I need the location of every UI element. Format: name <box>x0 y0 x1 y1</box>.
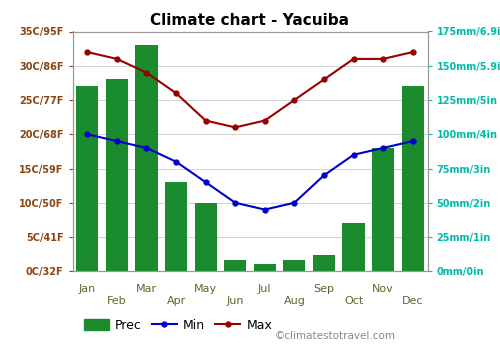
Bar <box>165 182 187 271</box>
Bar <box>136 45 158 271</box>
Text: Jan: Jan <box>78 285 96 294</box>
Bar <box>254 264 276 271</box>
Text: Nov: Nov <box>372 285 394 294</box>
Text: Apr: Apr <box>166 296 186 306</box>
Bar <box>106 79 128 271</box>
Legend: Prec, Min, Max: Prec, Min, Max <box>79 314 278 337</box>
Text: Sep: Sep <box>314 285 334 294</box>
Bar <box>194 203 216 271</box>
Bar <box>342 223 364 271</box>
Text: Feb: Feb <box>107 296 126 306</box>
Text: ©climatestotravel.com: ©climatestotravel.com <box>275 331 396 341</box>
Bar <box>284 260 306 271</box>
Text: Oct: Oct <box>344 296 363 306</box>
Text: Jun: Jun <box>226 296 244 306</box>
Text: Jul: Jul <box>258 285 272 294</box>
Bar <box>313 255 335 271</box>
Bar <box>76 86 98 271</box>
Bar <box>372 148 394 271</box>
Text: Dec: Dec <box>402 296 423 306</box>
Bar <box>402 86 424 271</box>
Bar <box>224 260 246 271</box>
Title: Climate chart - Yacuiba: Climate chart - Yacuiba <box>150 13 350 28</box>
Text: Aug: Aug <box>284 296 306 306</box>
Text: Mar: Mar <box>136 285 157 294</box>
Text: May: May <box>194 285 217 294</box>
